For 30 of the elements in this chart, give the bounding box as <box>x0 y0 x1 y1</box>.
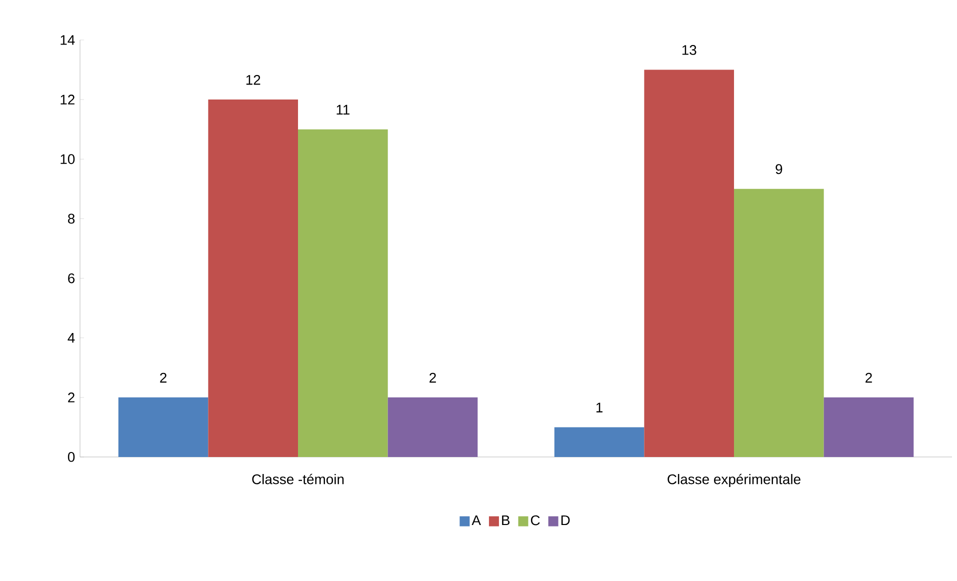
legend-label: C <box>530 515 540 526</box>
y-tick-label: 12 <box>60 94 74 104</box>
y-tick-label: 2 <box>68 392 74 402</box>
bar <box>824 397 914 457</box>
x-tick-label: Classe expérimentale <box>668 474 800 487</box>
bar <box>208 100 298 457</box>
bar <box>554 427 644 457</box>
data-label: 12 <box>246 74 260 85</box>
y-tick-label: 8 <box>68 214 75 224</box>
data-label: 9 <box>776 164 782 174</box>
y-tick-label: 10 <box>60 154 75 164</box>
data-label: 1 <box>596 402 602 412</box>
data-label: 13 <box>682 45 696 55</box>
y-tick-label: 0 <box>68 452 75 462</box>
data-label: 2 <box>160 372 166 383</box>
y-tick-label: 6 <box>68 273 75 284</box>
x-tick-label: Classe -témoin <box>252 474 344 484</box>
legend-label: A <box>472 515 481 526</box>
bar <box>298 129 388 457</box>
data-label: 2 <box>430 372 436 383</box>
bar <box>118 397 208 457</box>
bar <box>388 397 478 457</box>
bar <box>644 70 734 457</box>
bar <box>734 188 824 457</box>
y-tick-label: 14 <box>60 35 75 45</box>
legend-label: B <box>502 515 510 526</box>
y-tick-label: 4 <box>68 333 75 343</box>
legend-label: D <box>561 515 570 526</box>
data-label: 11 <box>336 104 350 114</box>
data-label: 2 <box>866 372 872 383</box>
